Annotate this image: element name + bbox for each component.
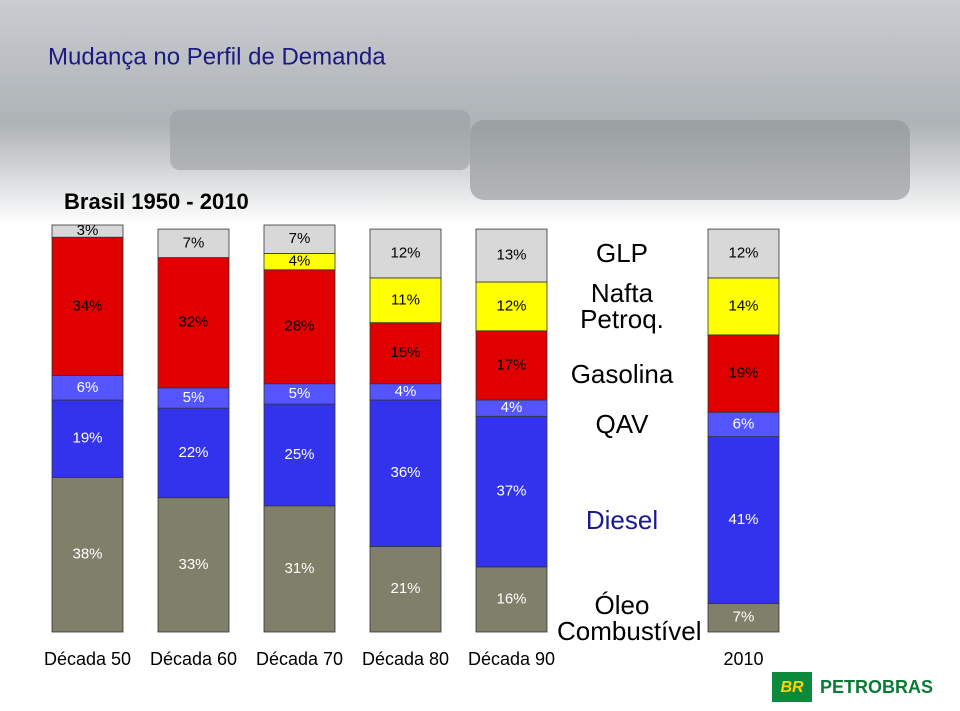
bar-segment	[157, 228, 230, 258]
value-label: 32%	[178, 314, 208, 331]
x-tick-label: 2010	[723, 649, 763, 669]
x-tick-label: Década 50	[44, 649, 131, 669]
logo-mark: BR	[780, 679, 804, 696]
bar-segment	[475, 566, 548, 633]
bar-segment	[707, 334, 780, 413]
value-label: 19%	[72, 430, 102, 447]
value-label: 5%	[289, 385, 311, 402]
value-label: 15%	[390, 344, 420, 361]
x-tick-label: Década 70	[256, 649, 343, 669]
bar-segment	[475, 281, 548, 332]
x-tick-label: Década 80	[362, 649, 449, 669]
bar-segment	[475, 330, 548, 401]
value-label: 22%	[178, 444, 208, 461]
value-label: 4%	[501, 399, 523, 416]
value-label: 36%	[390, 464, 420, 481]
bar-segment	[263, 224, 336, 254]
bar-segment	[263, 269, 336, 385]
value-label: 31%	[284, 560, 314, 577]
value-label: 12%	[728, 244, 758, 261]
bar-segment	[51, 224, 124, 238]
value-label: 7%	[183, 234, 205, 251]
logo-mark-bg	[772, 672, 812, 702]
value-label: 12%	[390, 244, 420, 261]
legend-entry: Diesel	[585, 505, 659, 536]
value-label: 37%	[496, 483, 526, 500]
value-label: 4%	[395, 383, 417, 400]
value-label: 14%	[728, 297, 758, 314]
value-label: 17%	[496, 356, 526, 373]
bar-segment	[157, 497, 230, 633]
logo-text: PETROBRAS	[820, 677, 933, 697]
legend-entry: Óleo Combustível	[557, 589, 702, 646]
bar-segment	[707, 277, 780, 336]
legend-entry: QAV	[595, 409, 649, 440]
bar-segment	[51, 375, 124, 401]
value-label: 7%	[733, 609, 755, 626]
value-label: 5%	[183, 389, 205, 406]
bar-segment	[157, 407, 230, 499]
x-tick-label: Década 60	[150, 649, 237, 669]
value-label: 13%	[496, 246, 526, 263]
bar-segment	[475, 228, 548, 283]
bar-segment	[369, 399, 442, 547]
value-label: 25%	[284, 446, 314, 463]
value-label: 4%	[289, 253, 311, 270]
value-label: 6%	[77, 379, 99, 396]
bar-segment	[369, 277, 442, 324]
value-label: 34%	[72, 297, 102, 314]
value-label: 38%	[72, 546, 102, 563]
bar-segment	[475, 415, 548, 568]
legend-entry: Gasolina	[570, 358, 674, 389]
value-label: 16%	[496, 590, 526, 607]
subtitle: Brasil 1950 - 2010	[64, 189, 249, 214]
tank	[170, 110, 470, 170]
bar-segment	[157, 257, 230, 389]
value-label: 7%	[289, 230, 311, 247]
value-label: 28%	[284, 318, 314, 335]
bar-segment	[51, 476, 124, 633]
tank	[470, 120, 910, 200]
bar-segment	[707, 411, 780, 438]
bar-segment	[707, 436, 780, 604]
bar-segment	[263, 403, 336, 507]
value-label: 6%	[733, 415, 755, 432]
bar-segment	[369, 228, 442, 279]
value-label: 3%	[77, 222, 99, 239]
value-label: 33%	[178, 556, 208, 573]
x-tick-label: Década 90	[468, 649, 555, 669]
value-label: 21%	[390, 580, 420, 597]
legend-entry: GLP	[595, 238, 649, 269]
chart-title: Mudança no Perfil de Demanda	[48, 43, 386, 70]
value-label: 12%	[496, 297, 526, 314]
bar-segment	[707, 228, 780, 279]
legend-entry: Nafta Petroq.	[580, 278, 664, 335]
bar-segment	[369, 546, 442, 633]
value-label: 19%	[728, 365, 758, 382]
bar-segment	[369, 322, 442, 385]
value-label: 41%	[728, 511, 758, 528]
bar-segment	[51, 399, 124, 478]
value-label: 11%	[391, 291, 420, 308]
